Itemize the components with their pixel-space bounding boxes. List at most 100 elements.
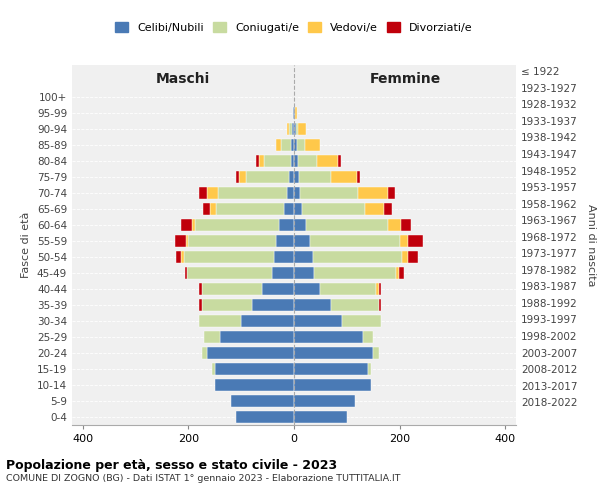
Bar (294, 315, 341, 327)
Bar (262, 283, 294, 295)
Bar (185, 235, 188, 247)
Bar (407, 251, 418, 263)
Bar (218, 187, 287, 199)
Bar (294, 107, 295, 119)
Text: COMUNE DI ZOGNO (BG) - Dati ISTAT 1° gennaio 2023 - Elaborazione TUTTITALIA.IT: COMUNE DI ZOGNO (BG) - Dati ISTAT 1° gen… (6, 474, 401, 483)
Bar (294, 171, 299, 183)
Bar (358, 171, 360, 183)
Bar (331, 299, 379, 311)
Bar (403, 251, 407, 263)
Bar (317, 155, 338, 167)
Bar (293, 107, 294, 119)
Bar (256, 155, 259, 167)
Bar (274, 251, 294, 263)
Bar (187, 267, 272, 279)
Bar (302, 203, 365, 215)
Bar (292, 123, 294, 135)
Bar (379, 283, 381, 295)
Bar (184, 251, 274, 263)
Bar (208, 187, 218, 199)
Bar (181, 219, 192, 231)
Bar (358, 187, 388, 199)
Bar (294, 283, 320, 295)
Bar (202, 299, 252, 311)
Bar (294, 379, 371, 391)
Bar (287, 123, 289, 135)
Bar (192, 219, 194, 231)
Bar (294, 347, 373, 359)
Bar (294, 299, 331, 311)
Bar (194, 219, 279, 231)
Bar (294, 123, 296, 135)
Bar (215, 379, 294, 391)
Bar (294, 251, 313, 263)
Bar (175, 235, 185, 247)
Bar (211, 203, 216, 215)
Bar (313, 251, 403, 263)
Bar (215, 363, 294, 375)
Bar (294, 155, 298, 167)
Bar (365, 203, 384, 215)
Bar (265, 155, 291, 167)
Bar (202, 347, 207, 359)
Legend: Celibi/Nubili, Coniugati/e, Vedovi/e, Divorziati/e: Celibi/Nubili, Coniugati/e, Vedovi/e, Di… (113, 20, 475, 36)
Bar (287, 187, 294, 199)
Y-axis label: Anni di nascita: Anni di nascita (586, 204, 596, 286)
Bar (294, 363, 368, 375)
Bar (294, 267, 314, 279)
Bar (338, 155, 341, 167)
Bar (368, 363, 371, 375)
Bar (396, 267, 398, 279)
Bar (301, 187, 358, 199)
Y-axis label: Fasce di età: Fasce di età (22, 212, 31, 278)
Bar (289, 171, 294, 183)
Bar (398, 267, 404, 279)
Bar (294, 395, 355, 407)
Bar (376, 283, 379, 295)
Bar (384, 203, 392, 215)
Bar (294, 219, 305, 231)
Bar (252, 299, 294, 311)
Bar (202, 283, 262, 295)
Bar (281, 139, 292, 151)
Bar (294, 139, 296, 151)
Bar (236, 171, 239, 183)
Bar (275, 139, 281, 151)
Bar (388, 219, 401, 231)
Bar (331, 171, 358, 183)
Bar (299, 171, 331, 183)
Bar (296, 123, 298, 135)
Bar (294, 187, 301, 199)
Bar (185, 267, 187, 279)
Bar (292, 139, 294, 151)
Bar (203, 203, 211, 215)
Bar (188, 235, 275, 247)
Bar (259, 155, 265, 167)
Bar (247, 171, 289, 183)
Bar (239, 171, 247, 183)
Bar (320, 283, 376, 295)
Bar (407, 235, 424, 247)
Bar (279, 219, 294, 231)
Bar (379, 299, 381, 311)
Bar (388, 187, 395, 199)
Bar (236, 411, 294, 423)
Bar (363, 331, 373, 343)
Bar (207, 347, 294, 359)
Bar (241, 315, 294, 327)
Bar (373, 347, 379, 359)
Bar (296, 139, 305, 151)
Bar (305, 219, 388, 231)
Bar (401, 219, 412, 231)
Bar (176, 251, 181, 263)
Bar (310, 235, 400, 247)
Bar (199, 299, 202, 311)
Bar (294, 411, 347, 423)
Bar (199, 315, 241, 327)
Bar (220, 331, 294, 343)
Bar (400, 235, 407, 247)
Bar (291, 155, 294, 167)
Bar (298, 155, 317, 167)
Bar (314, 267, 396, 279)
Bar (272, 267, 294, 279)
